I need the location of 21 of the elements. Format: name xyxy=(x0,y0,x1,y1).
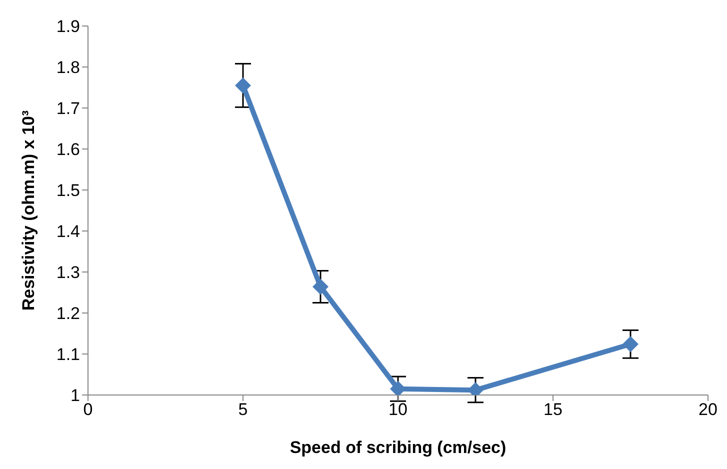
y-tick-label: 1.2 xyxy=(56,304,80,324)
y-tick-label: 1.6 xyxy=(56,140,80,160)
x-tick-label: 20 xyxy=(698,400,718,420)
y-tick-label: 1.5 xyxy=(56,181,80,200)
y-tick-label: 1.3 xyxy=(56,263,80,282)
y-axis-title: Resistivity (ohm.m) x 10³ xyxy=(19,110,38,311)
x-tick-label: 0 xyxy=(83,400,93,420)
x-tick-label: 10 xyxy=(388,400,408,420)
x-tick-label: 15 xyxy=(544,400,562,420)
x-tick-label: 5 xyxy=(238,400,248,420)
point xyxy=(622,336,638,352)
y-tick-label: 1.1 xyxy=(56,345,80,364)
y-tick-label: 1.8 xyxy=(56,58,80,78)
x-axis-title: Speed of scribing (cm/sec) xyxy=(290,438,506,458)
point xyxy=(390,380,406,395)
point xyxy=(312,278,328,295)
y-tick-label: 1.9 xyxy=(56,17,80,36)
y-tick-label: 1.7 xyxy=(56,99,80,118)
point xyxy=(235,77,251,94)
y-tick-label: 1.4 xyxy=(56,222,80,242)
y-tick-label: 1 xyxy=(70,386,80,406)
